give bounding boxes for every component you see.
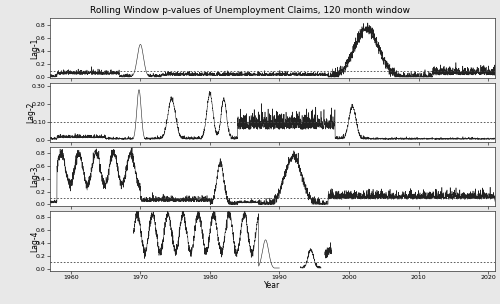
Y-axis label: Lag-1: Lag-1: [30, 37, 39, 59]
Text: Rolling Window p-values of Unemployment Claims, 120 month window: Rolling Window p-values of Unemployment …: [90, 6, 410, 15]
Y-axis label: Lag-4: Lag-4: [30, 230, 39, 251]
Y-axis label: Lag-2: Lag-2: [26, 102, 35, 123]
X-axis label: Year: Year: [264, 281, 280, 290]
Y-axis label: Lag-3: Lag-3: [30, 166, 39, 187]
